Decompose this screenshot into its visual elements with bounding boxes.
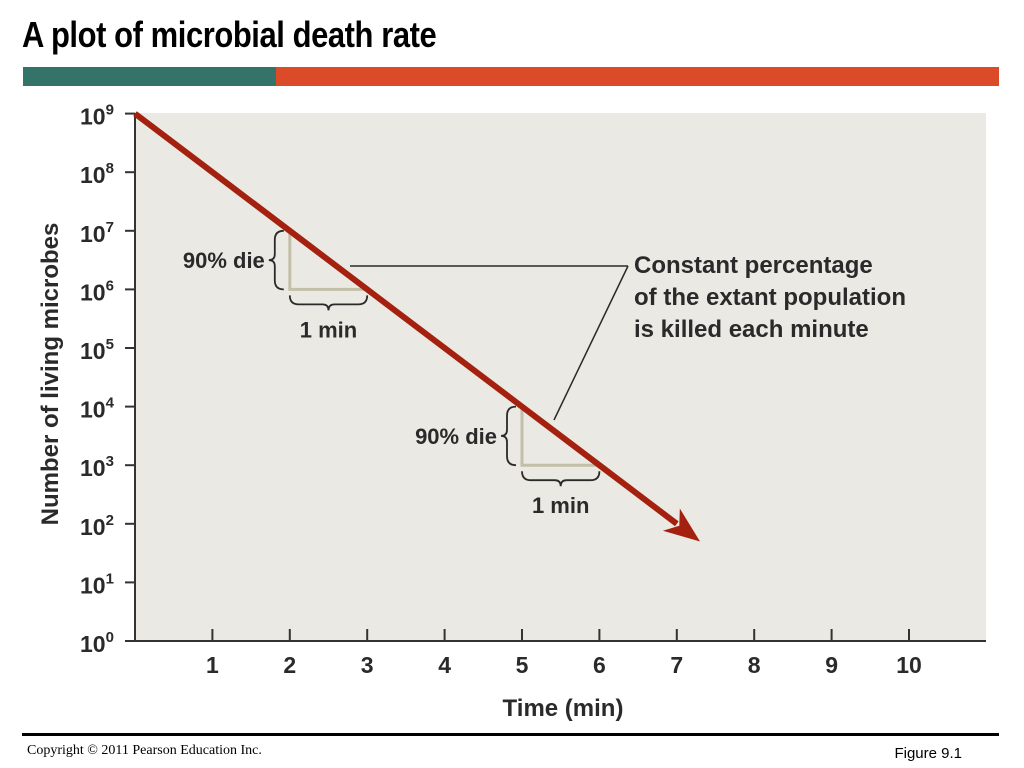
x-tick-label: 2 (283, 652, 296, 678)
figure-label: Figure 9.1 (894, 745, 962, 762)
step-bracket (288, 230, 368, 291)
horizontal-brace (288, 295, 369, 311)
y-tick-label: 105 (80, 336, 114, 364)
callout-text-line: of the extant population (634, 284, 906, 311)
x-tick-label: 4 (438, 652, 451, 678)
y-tick-label: 108 (80, 160, 114, 188)
die-label: 90% die (183, 248, 265, 273)
y-axis-label: Number of living microbes (37, 223, 64, 526)
x-axis-ticks: 1 2 3 4 5 6 7 8 9 10 (206, 629, 922, 678)
y-tick-label: 107 (80, 219, 114, 247)
callout-text-line: Constant percentage (634, 252, 873, 279)
min-label: 1 min (532, 493, 589, 518)
y-tick-label: 109 (80, 102, 114, 130)
y-tick-label: 104 (80, 395, 115, 423)
y-tick-label: 100 (80, 629, 114, 657)
horizontal-brace (521, 471, 601, 487)
axes (134, 113, 986, 642)
title-accent-bar-orange (276, 67, 999, 86)
series-line (133, 111, 679, 527)
series-arrowhead (662, 508, 701, 542)
x-tick-label: 1 (206, 652, 219, 678)
x-axis-label: Time (min) (503, 695, 624, 722)
y-tick-label: 103 (80, 453, 114, 481)
y-tick-label: 106 (80, 277, 114, 305)
series-group (133, 111, 701, 542)
vertical-brace (500, 405, 517, 467)
x-tick-label: 7 (670, 652, 683, 678)
slide-title: A plot of microbial death rate (22, 14, 437, 55)
min-label: 1 min (300, 317, 357, 342)
die-label: 90% die (415, 424, 497, 449)
copyright-text: Copyright © 2011 Pearson Education Inc. (27, 743, 262, 758)
x-tick-label: 5 (516, 652, 529, 678)
footer-rule (22, 733, 999, 736)
vertical-brace (268, 229, 284, 291)
callout-pointer-line (553, 265, 629, 421)
x-tick-label: 9 (825, 652, 838, 678)
title-accent-bar-teal (23, 67, 276, 86)
step-bracket (520, 406, 600, 467)
y-tick-label: 101 (80, 570, 114, 598)
annotation-brackets: 90% die 1 min 90% die 1 min (183, 229, 601, 518)
x-tick-label: 8 (748, 652, 761, 678)
x-tick-label: 10 (896, 652, 922, 678)
x-tick-label: 3 (361, 652, 374, 678)
y-tick-label: 102 (80, 512, 114, 540)
x-tick-label: 6 (593, 652, 606, 678)
y-axis-ticks: 100 101 102 103 104 105 106 107 108 109 (80, 102, 135, 657)
plot-background (135, 113, 986, 641)
callout-annotation: Constant percentage of the extant populat… (350, 252, 906, 421)
callout-text-line: is killed each minute (634, 316, 869, 343)
